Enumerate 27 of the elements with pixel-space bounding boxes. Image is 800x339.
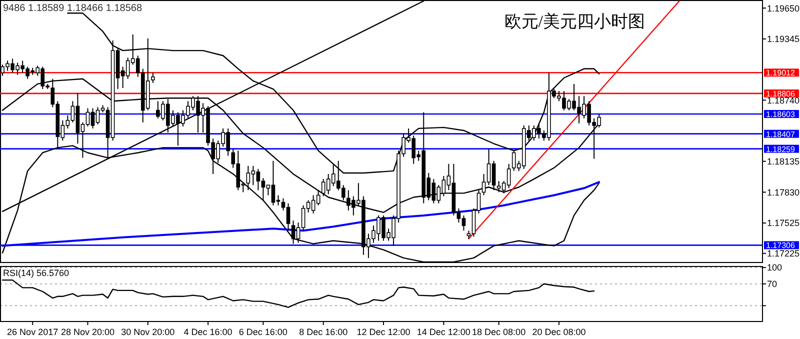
text: 欧元/美元四小时图 bbox=[504, 12, 645, 31]
chart-title: RSI(14) 56.5760 bbox=[3, 268, 70, 278]
y-tick-label: 1.18135 bbox=[767, 156, 800, 167]
y-tick-label: 70 bbox=[767, 279, 778, 290]
y-tick-label: 1.19345 bbox=[767, 34, 800, 44]
x-tick-label: 18 Dec 08:00 bbox=[472, 327, 526, 337]
x-tick-label: 8 Dec 16:00 bbox=[299, 327, 348, 337]
y-tick-label: 1.19650 bbox=[767, 3, 800, 14]
x-tick-label: 30 Nov 20:00 bbox=[121, 327, 175, 337]
y-tick-label: 1.17830 bbox=[767, 187, 800, 198]
ref-line-label: 1.17306 bbox=[766, 241, 796, 250]
ref-line-label: 1.18407 bbox=[766, 130, 796, 139]
y-tick-label: 1.17225 bbox=[767, 248, 800, 259]
x-tick-label: 14 Dec 12:00 bbox=[416, 327, 470, 337]
ref-line-label: 1.18603 bbox=[766, 110, 796, 119]
y-tick-label: 1.17525 bbox=[767, 218, 800, 228]
ref-line-label: 1.18806 bbox=[766, 89, 796, 98]
x-tick-label: 20 Dec 08:00 bbox=[532, 327, 586, 337]
y-tick-label: 100 bbox=[767, 262, 782, 273]
x-tick-label: 26 Nov 2017 bbox=[7, 327, 58, 337]
x-tick-label: 4 Dec 16:00 bbox=[184, 327, 232, 337]
x-tick-label: 12 Dec 12:00 bbox=[356, 327, 410, 337]
x-tick-label: 28 Nov 20:00 bbox=[60, 327, 115, 337]
x-tick-label: 6 Dec 16:00 bbox=[238, 327, 288, 337]
ref-line-label: 1.18259 bbox=[766, 144, 796, 154]
annotation: 9486 1.18589 1.18466 1.18568 bbox=[3, 3, 142, 14]
ref-line-label: 1.19012 bbox=[766, 68, 796, 78]
